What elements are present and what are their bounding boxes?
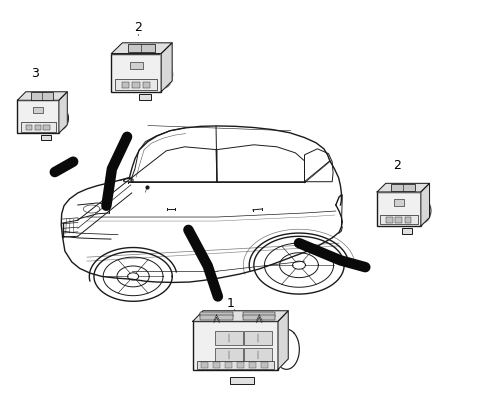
Bar — [386, 217, 393, 223]
Bar — [243, 315, 276, 320]
Bar — [21, 122, 56, 132]
Text: 1: 1 — [227, 297, 235, 310]
Bar — [249, 362, 256, 368]
Bar — [244, 331, 273, 345]
Bar — [111, 54, 161, 92]
Bar — [215, 348, 242, 362]
Polygon shape — [193, 311, 288, 321]
Text: 3: 3 — [31, 67, 39, 80]
Bar — [31, 92, 53, 99]
Bar — [213, 362, 220, 368]
Polygon shape — [278, 311, 288, 370]
Bar — [193, 321, 278, 370]
Polygon shape — [111, 43, 172, 54]
Bar — [225, 362, 232, 368]
Bar — [17, 100, 59, 133]
Bar — [132, 82, 140, 88]
Bar — [244, 348, 273, 362]
Bar — [377, 192, 421, 226]
Bar — [243, 312, 276, 317]
Bar — [33, 107, 43, 113]
Bar — [391, 184, 415, 191]
Bar — [44, 125, 50, 130]
Bar — [215, 331, 242, 345]
Bar — [405, 217, 411, 223]
Bar — [197, 361, 274, 369]
Bar — [139, 94, 151, 100]
Polygon shape — [377, 184, 430, 192]
Bar — [380, 215, 418, 224]
Bar — [121, 82, 129, 88]
Bar — [26, 125, 32, 130]
Bar — [201, 312, 233, 317]
Bar — [394, 199, 405, 206]
Bar — [130, 62, 143, 69]
Polygon shape — [161, 43, 172, 92]
Bar — [201, 362, 208, 368]
Bar — [261, 362, 268, 368]
Bar — [128, 44, 155, 52]
Bar — [201, 315, 233, 320]
Polygon shape — [17, 92, 67, 100]
Text: 2: 2 — [134, 21, 142, 34]
Bar — [35, 125, 41, 130]
Polygon shape — [59, 92, 67, 133]
Bar — [237, 362, 244, 368]
Bar — [402, 228, 412, 234]
Text: 2: 2 — [393, 159, 401, 172]
Bar — [143, 82, 150, 88]
Bar — [115, 79, 157, 90]
Bar — [395, 217, 402, 223]
Polygon shape — [421, 184, 430, 226]
Bar — [230, 377, 254, 385]
Bar — [41, 135, 50, 140]
